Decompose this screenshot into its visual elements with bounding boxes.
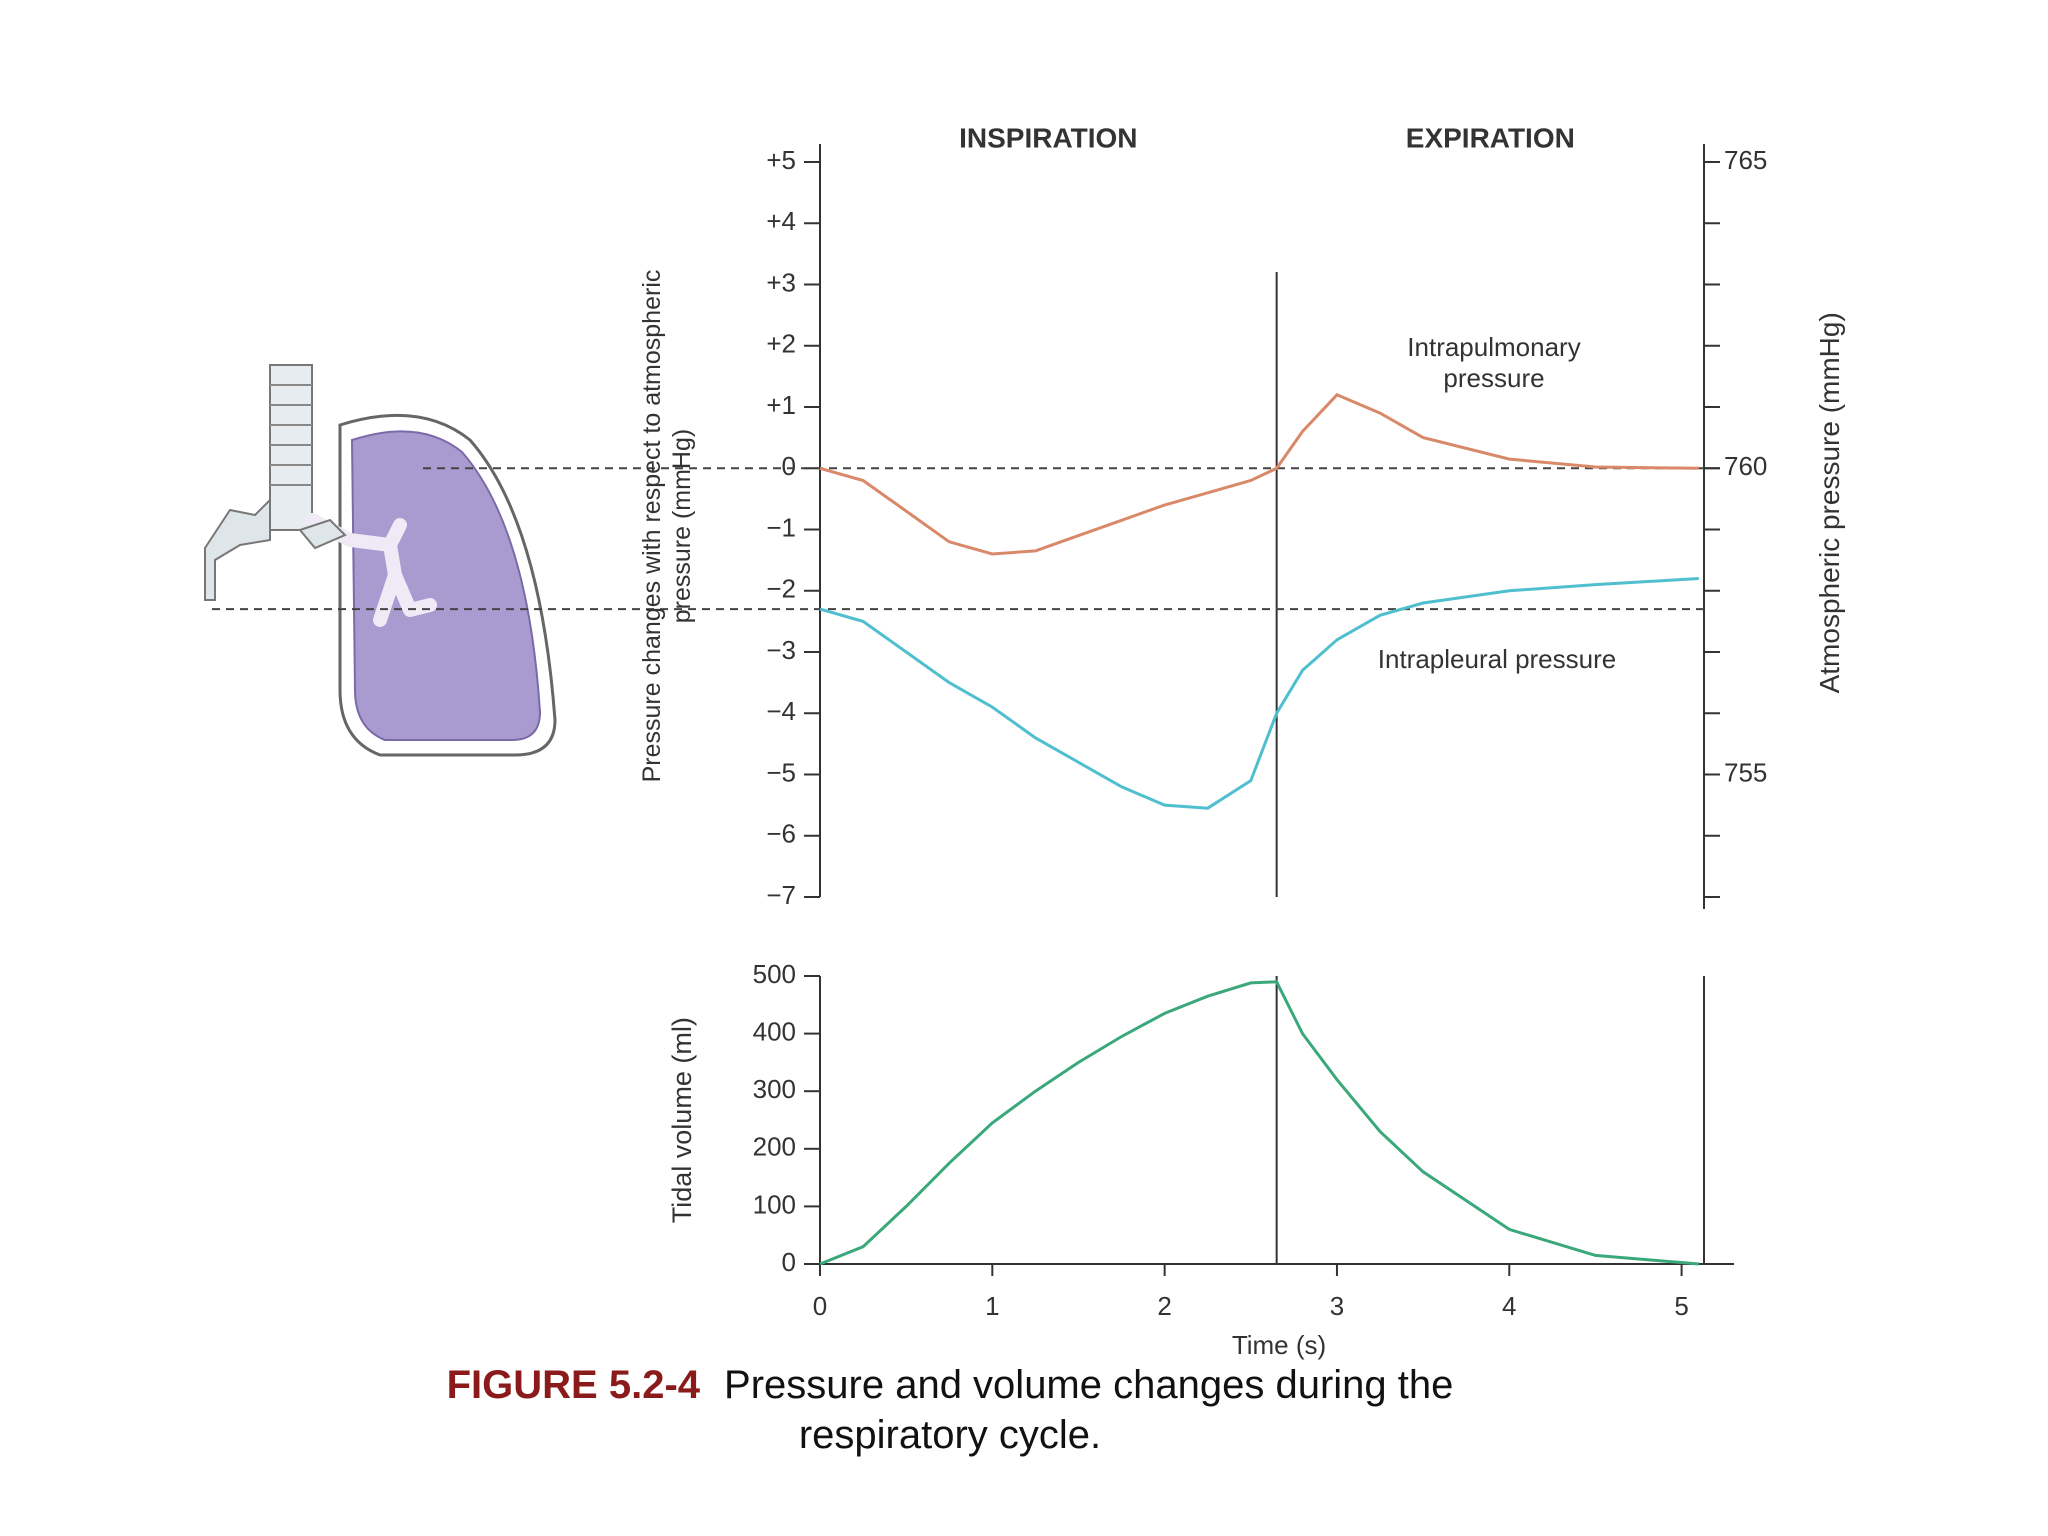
- y-tick-label: −7: [766, 880, 796, 910]
- series-label: Intrapleural pressure: [1377, 644, 1617, 674]
- y-tick-label: 200: [753, 1132, 796, 1162]
- y-tick-label: 0: [782, 451, 796, 481]
- figure-label: FIGURE 5.2-4: [446, 1363, 701, 1407]
- y-tick-label: −1: [766, 512, 796, 542]
- series-label: Intrapulmonary pressure: [1407, 332, 1581, 394]
- x-tick-label: 4: [1502, 1291, 1516, 1321]
- y-tick-label: +4: [766, 206, 796, 236]
- x-tick-label: 1: [985, 1291, 999, 1321]
- x-tick-label: 3: [1330, 1291, 1344, 1321]
- lung-illustration: [204, 364, 557, 757]
- y-tick-label: 500: [753, 959, 796, 989]
- y-axis-label: Pressure changes with respect to atmosph…: [638, 269, 696, 783]
- y2-tick-label: 765: [1724, 145, 1767, 175]
- y-axis-label: Tidal volume (ml): [666, 1017, 697, 1224]
- line-series: [819, 393, 1699, 556]
- phase-label: EXPIRATION: [1406, 122, 1575, 153]
- y-tick-label: 400: [753, 1016, 796, 1046]
- y2-tick-label: 760: [1724, 451, 1767, 481]
- y2-axis-label: Atmospheric pressure (mmHg): [1814, 312, 1846, 694]
- y-tick-label: −4: [766, 696, 796, 726]
- caption-text: respiratory cycle.: [798, 1413, 1102, 1457]
- y-tick-label: 100: [753, 1189, 796, 1219]
- y-tick-label: +5: [766, 145, 796, 175]
- y2-tick-label: 755: [1724, 757, 1767, 787]
- x-tick-label: 2: [1157, 1291, 1171, 1321]
- line-series: [819, 980, 1699, 1266]
- y-tick-label: 0: [782, 1247, 796, 1277]
- y-tick-label: +3: [766, 267, 796, 297]
- x-tick-label: 5: [1674, 1291, 1688, 1321]
- y-tick-label: −2: [766, 574, 796, 604]
- y-tick-label: +2: [766, 329, 796, 359]
- y-tick-label: +1: [766, 390, 796, 420]
- y-tick-label: −3: [766, 635, 796, 665]
- caption-line: FIGURE 5.2-4 Pressure and volume changes …: [300, 1360, 1600, 1410]
- y-tick-label: −6: [766, 819, 796, 849]
- line-series: [819, 577, 1699, 810]
- phase-label: INSPIRATION: [959, 122, 1137, 153]
- y-tick-label: 300: [753, 1074, 796, 1104]
- x-axis-label: Time (s): [1231, 1330, 1327, 1360]
- caption: FIGURE 5.2-4 Pressure and volume changes …: [300, 1360, 1600, 1460]
- caption-text: Pressure and volume changes during the: [724, 1363, 1454, 1407]
- x-tick-label: 0: [813, 1291, 827, 1321]
- y-tick-label: −5: [766, 757, 796, 787]
